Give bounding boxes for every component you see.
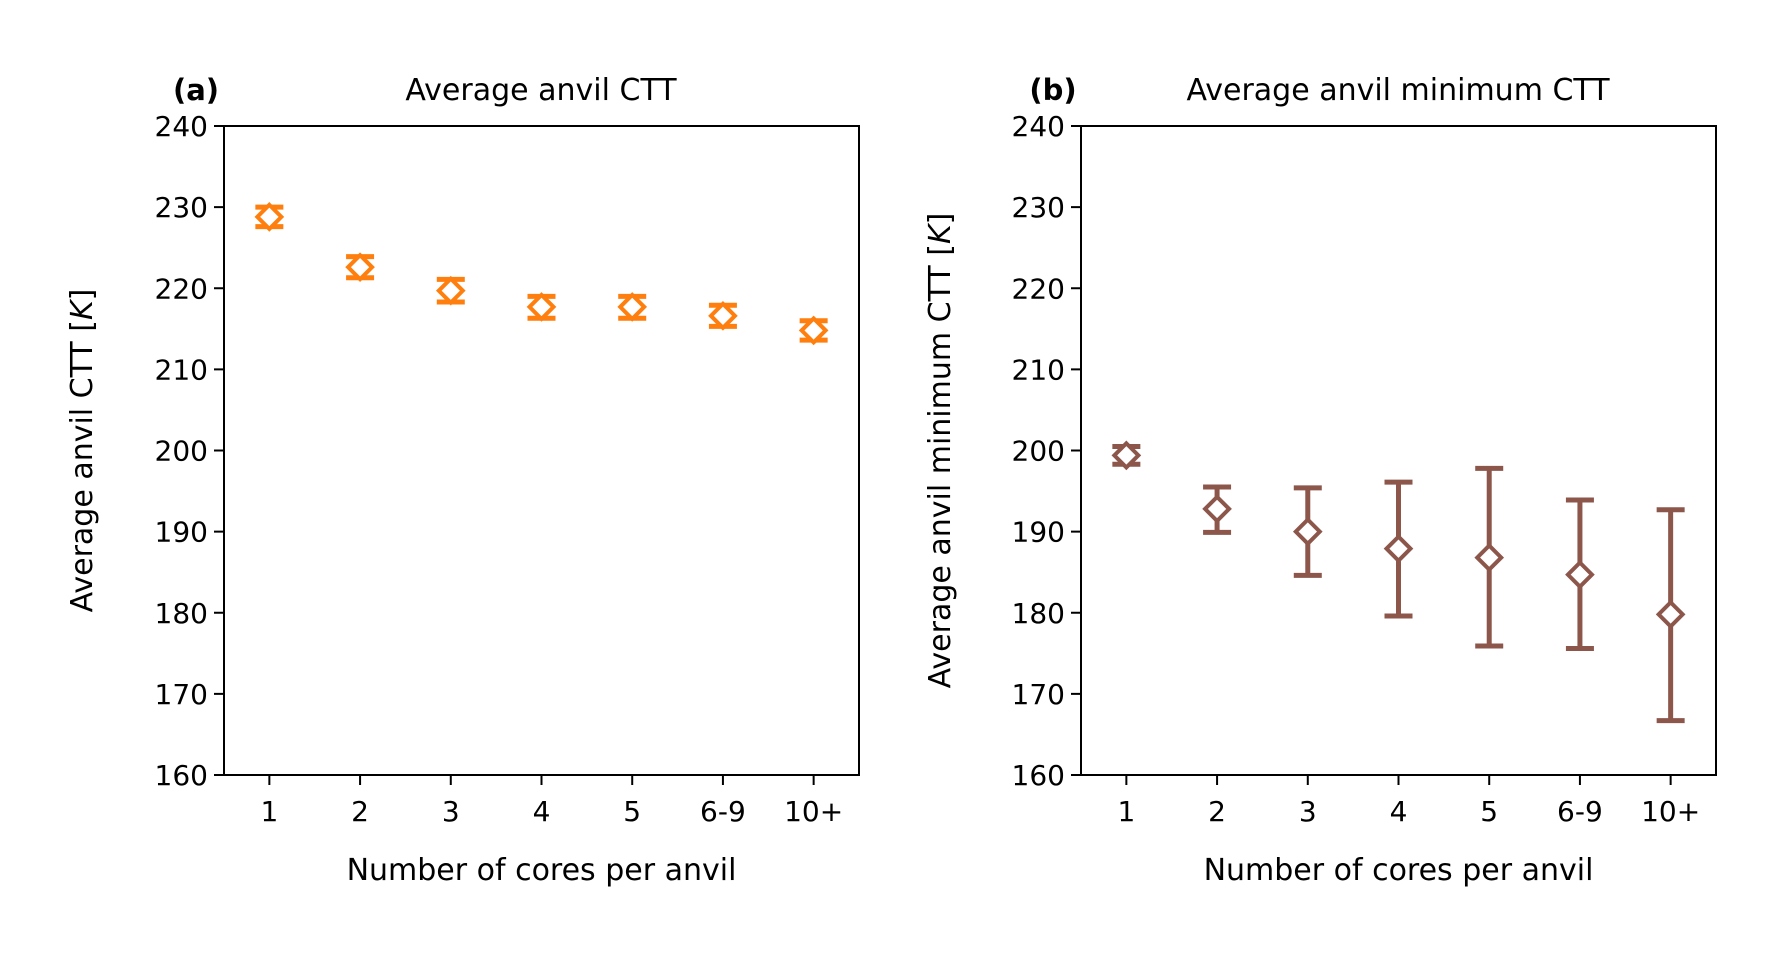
y-axis-label-close: ] [65,289,100,301]
y-tick-label: 190 [1012,516,1065,549]
y-axis-label: Average anvil CTT [K] [65,289,100,613]
plot-frame [1080,125,1717,776]
y-axis-label: Average anvil minimum CTT [K] [923,213,958,689]
data-point [254,202,285,232]
data-point [435,275,466,306]
x-tick-label: 5 [623,795,641,828]
y-tick-label: 170 [155,678,208,711]
y-tick-label: 220 [1012,272,1065,305]
y-tick-label: 160 [155,759,208,792]
data-point [708,301,738,331]
data-point [798,315,829,346]
y-tick-label: 190 [155,516,208,549]
y-axis-label-text: Average anvil minimum CTT [ [923,244,958,688]
x-tick-label: 1 [1117,795,1135,828]
y-tick-label: 240 [1012,110,1065,143]
x-tick-label: 3 [442,795,460,828]
data-point [1202,494,1232,524]
data-point [1565,559,1595,590]
y-tick-label: 180 [155,597,208,630]
y-axis-label-text: Average anvil CTT [ [65,320,100,612]
y-axis-label-unit: K [65,298,100,320]
x-tick-label: 2 [1208,795,1226,828]
y-tick-label: 210 [155,353,208,386]
x-tick-label: 5 [1480,795,1498,828]
chart-panel-b: 160 170 180 190 200 210 220 230 240 1 2 3 4 5 6-9 10+ Nu… [923,73,1717,888]
data-point [1474,542,1505,573]
chart-title: Average anvil minimum CTT [1186,73,1610,108]
y-tick-label: 160 [1012,759,1065,792]
panel-label: (a) [173,73,219,107]
plot-frame [223,125,860,776]
x-tick-label: 4 [1390,795,1408,828]
y-axis-label-unit: K [923,222,958,244]
data-point [617,292,648,322]
data-point [1383,533,1414,564]
data-point [345,252,375,282]
x-tick-label: 10+ [784,795,843,828]
y-tick-label: 170 [1012,678,1065,711]
data-point [1655,599,1686,630]
data-point [526,292,557,322]
chart-panel-a: 160 170 180 190 200 210 220 230 240 1 2 3 4 5 6-9 10+ Nu… [65,73,860,888]
data-point [1111,440,1142,471]
y-tick-label: 230 [155,191,208,224]
data-point [1292,516,1323,547]
x-tick-label: 6-9 [700,795,746,828]
y-tick-label: 240 [155,110,208,143]
panel-label: (b) [1029,73,1076,107]
y-tick-label: 210 [1012,353,1065,386]
x-tick-label: 2 [351,795,369,828]
y-tick-label: 200 [155,435,208,468]
y-tick-label: 180 [1012,597,1065,630]
x-axis-label: Number of cores per anvil [1204,853,1594,888]
x-tick-label: 6-9 [1557,795,1603,828]
x-tick-label: 3 [1299,795,1317,828]
chart-title: Average anvil CTT [405,73,677,108]
y-axis-label-close: ] [923,213,958,225]
x-tick-label: 1 [260,795,278,828]
y-tick-label: 230 [1012,191,1065,224]
x-axis-label: Number of cores per anvil [347,853,737,888]
y-tick-label: 200 [1012,435,1065,468]
y-tick-label: 220 [155,272,208,305]
x-tick-label: 4 [533,795,551,828]
x-tick-label: 10+ [1641,795,1700,828]
